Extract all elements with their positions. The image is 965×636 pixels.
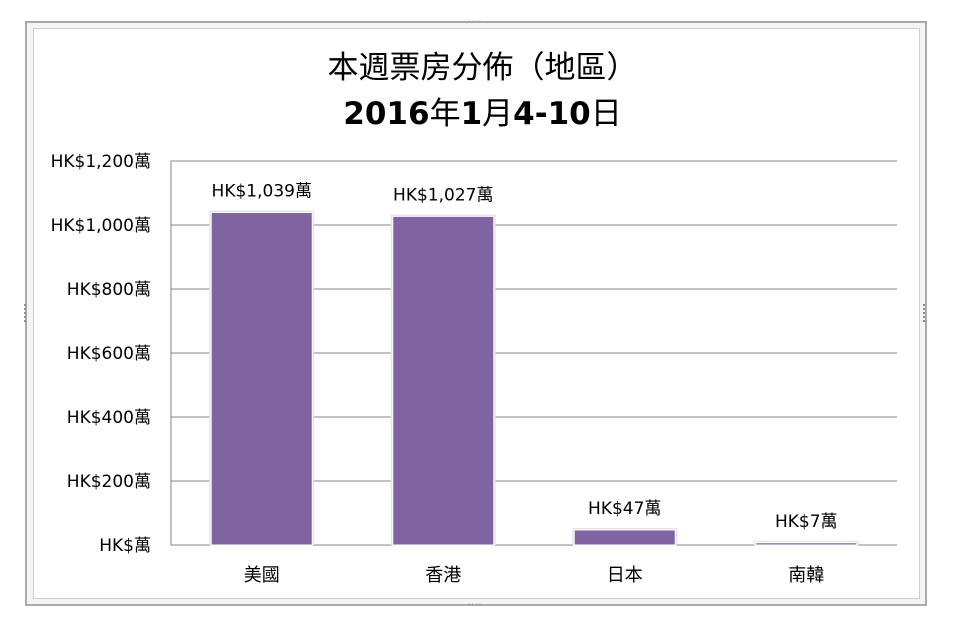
subtitle-part: 日 [590, 96, 622, 132]
resize-handle-bottom[interactable]: ···· [468, 600, 483, 609]
bar [392, 215, 495, 546]
x-tick-label: 香港 [425, 565, 461, 586]
subtitle-part: 2016 [343, 96, 430, 132]
chart-subtitle: 2016年1月4-10日 [0, 94, 965, 134]
x-tick-label: 美國 [244, 565, 280, 586]
data-label: HK$1,027萬 [393, 185, 493, 205]
resize-handle-top[interactable]: ···· [468, 17, 483, 26]
y-tick-label: HK$600萬 [67, 344, 151, 364]
y-tick-label: HK$800萬 [67, 280, 151, 300]
y-tick-label: HK$萬 [99, 536, 151, 556]
bar [210, 212, 313, 546]
subtitle-part: 4-10 [513, 96, 591, 132]
data-label: HK$47萬 [588, 499, 661, 519]
subtitle-part: 1 [460, 96, 483, 132]
subtitle-part: 月 [482, 96, 514, 132]
y-tick-label: HK$1,000萬 [51, 216, 151, 236]
resize-handle-right[interactable] [923, 304, 929, 322]
chart-title: 本週票房分佈（地區） [327, 50, 638, 86]
data-label: HK$1,039萬 [212, 182, 312, 202]
bar [573, 529, 676, 546]
subtitle-part: 年 [429, 96, 461, 132]
y-tick-label: HK$200萬 [67, 472, 151, 492]
y-tick-label: HK$1,200萬 [51, 152, 151, 172]
resize-handle-left[interactable] [24, 304, 30, 322]
y-tick-label: HK$400萬 [67, 408, 151, 428]
bar [755, 542, 858, 546]
x-tick-label: 日本 [607, 565, 643, 586]
x-tick-label: 南韓 [788, 565, 824, 586]
data-label: HK$7萬 [775, 512, 838, 532]
